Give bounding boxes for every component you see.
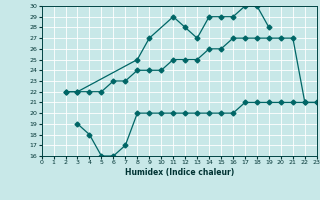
X-axis label: Humidex (Indice chaleur): Humidex (Indice chaleur) <box>124 168 234 177</box>
